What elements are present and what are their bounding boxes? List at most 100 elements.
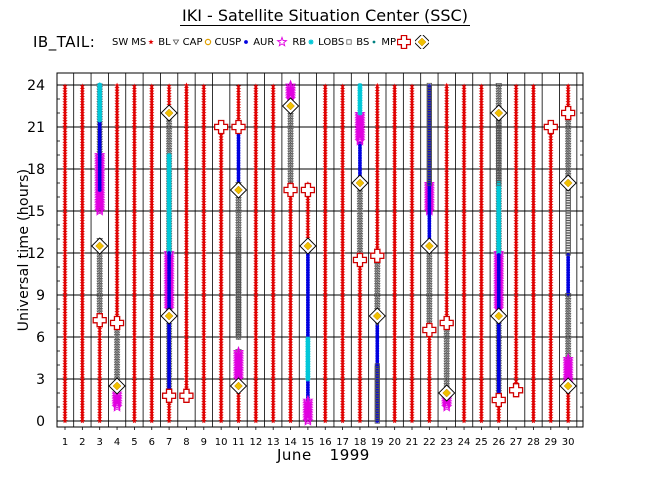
point-rb [97, 82, 103, 88]
point-ms [339, 107, 346, 113]
point-ms [253, 161, 259, 167]
point-ms [357, 329, 363, 335]
point-ms [339, 277, 346, 283]
point-ms [357, 323, 363, 329]
point-ms [322, 237, 328, 243]
point-ms [530, 337, 537, 343]
point-ms [183, 255, 190, 261]
point-ms [131, 88, 138, 94]
point-ms [270, 277, 276, 283]
point-ms [201, 375, 207, 381]
point-ms [530, 277, 537, 283]
point-ms [201, 253, 207, 259]
point-ms [218, 412, 224, 418]
point-ms [444, 301, 450, 307]
point-ms [270, 361, 276, 367]
point-ms [548, 253, 554, 259]
point-ms [79, 267, 85, 273]
point-ms [201, 318, 207, 324]
point-ms [392, 288, 398, 294]
point-ms [478, 123, 485, 129]
point-ms [62, 237, 68, 243]
point-ms [409, 307, 415, 313]
point-ms [62, 280, 68, 286]
point-ms [183, 322, 190, 328]
point-ms [339, 334, 346, 340]
point-ms [183, 136, 190, 142]
point-ms [392, 148, 398, 154]
point-ms [530, 250, 537, 256]
point-ms [149, 353, 155, 359]
legend-item-cusp: CUSP [215, 35, 251, 49]
point-ms [131, 415, 138, 421]
point-ms [201, 188, 207, 194]
point-ms [218, 183, 224, 189]
point-ms [322, 207, 328, 213]
x-tick-label: 3 [97, 437, 103, 448]
point-ms [322, 345, 328, 351]
point-ms [530, 339, 537, 345]
point-ms [166, 407, 172, 413]
point-ms [392, 256, 398, 262]
point-ms [548, 304, 554, 310]
point-ms [461, 183, 467, 189]
point-ms [253, 283, 259, 289]
point-ms [253, 175, 259, 181]
point-ms [478, 339, 485, 345]
point-ms [548, 223, 554, 229]
point-ms [392, 164, 398, 170]
point-ms [270, 326, 276, 332]
point-ms [530, 404, 537, 410]
point-aur [94, 184, 106, 196]
point-ms [548, 177, 554, 183]
point-ms [79, 126, 85, 132]
point-ms [478, 221, 485, 227]
point-ms [218, 148, 224, 154]
point-ms [79, 94, 85, 100]
point-ms [79, 288, 85, 294]
point-aur [354, 130, 366, 141]
point-ms [409, 177, 415, 183]
point-ms [201, 132, 207, 138]
point-ms [183, 309, 190, 315]
point-ms [513, 326, 519, 332]
series-ms-day-16 [322, 83, 328, 424]
point-ms [149, 272, 155, 278]
point-ms [183, 190, 190, 196]
point-ms [322, 159, 328, 165]
point-ms [253, 348, 259, 354]
point-ms [253, 88, 259, 94]
point-ms [183, 374, 190, 380]
point-ms [322, 258, 328, 264]
point-ms [79, 226, 85, 232]
point-ms [235, 404, 242, 410]
point-ms [374, 228, 380, 234]
point-ms [374, 236, 380, 242]
legend-item-ms: MS [131, 35, 155, 49]
point-ms [62, 186, 68, 192]
point-ms [253, 229, 259, 235]
point-ms [270, 180, 276, 186]
point-ms [166, 88, 172, 94]
point-ms [270, 172, 276, 178]
point-ms [339, 226, 346, 232]
point-bl [564, 293, 572, 299]
point-ms [131, 175, 138, 181]
point-ms [357, 402, 363, 408]
point-ms [478, 396, 485, 402]
legend-item-sw: SW [112, 37, 128, 48]
point-ms [444, 158, 450, 164]
point-ms [322, 404, 328, 410]
point-ms [149, 415, 155, 421]
point-ms [548, 261, 554, 267]
point-ms [97, 402, 103, 408]
point-ms [409, 180, 415, 186]
point-ms [513, 242, 519, 248]
point-ms [530, 407, 537, 413]
point-ms [548, 331, 554, 337]
point-aur [354, 135, 366, 146]
point-ms [201, 380, 207, 386]
point-ms [339, 132, 346, 138]
point-ms [444, 179, 450, 185]
point-ms [270, 372, 276, 378]
